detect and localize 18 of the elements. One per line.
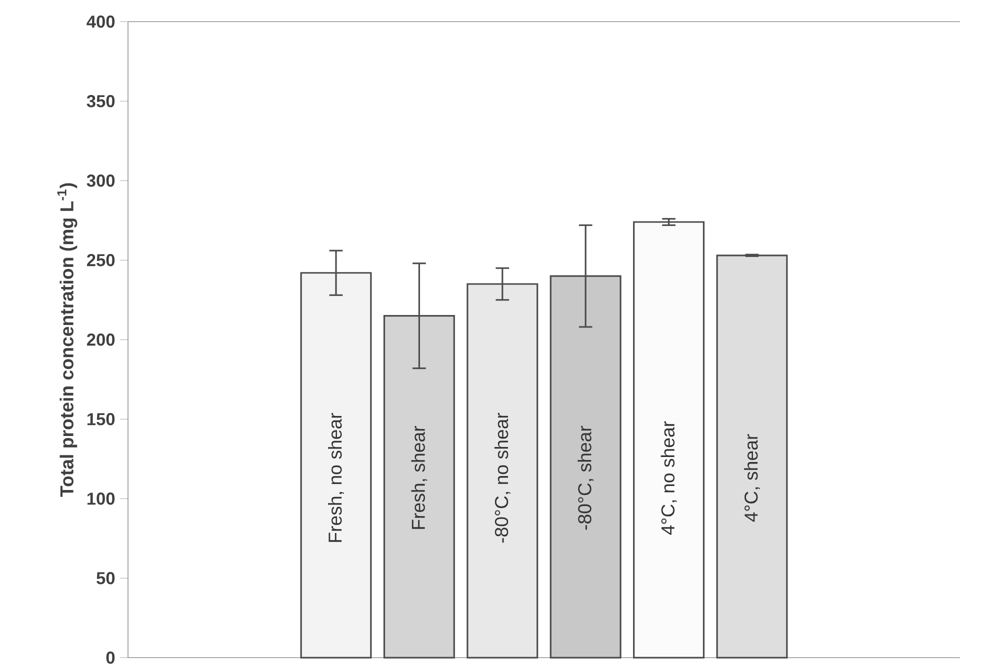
y-tick-label: 300 — [86, 174, 115, 187]
y-tick-label: 100 — [87, 492, 115, 505]
x-tick-label: Fresh, no shear — [328, 412, 344, 542]
bar — [716, 254, 788, 658]
y-tick-label: 200 — [86, 334, 115, 346]
y-axis-title: Total protein concentration (mg L$^{-1}$) — [57, 183, 78, 497]
y-tick-label: 350 — [86, 95, 115, 108]
bar — [633, 221, 705, 658]
y-tick-label: 150 — [87, 413, 115, 426]
y-tick-label: 400 — [86, 16, 115, 28]
x-tick-label: -80°C, no shear — [494, 412, 510, 543]
x-tick-label: -80°C, shear — [578, 426, 594, 530]
x-tick-label: 4°C, shear — [744, 434, 760, 522]
y-tick-label: 250 — [86, 254, 115, 266]
y-tick-label: 50 — [96, 572, 115, 584]
x-tick-label: 4°C, no shear — [660, 421, 677, 535]
x-tick-label: Fresh, shear — [411, 426, 428, 529]
y-tick-label: 0 — [106, 652, 115, 664]
